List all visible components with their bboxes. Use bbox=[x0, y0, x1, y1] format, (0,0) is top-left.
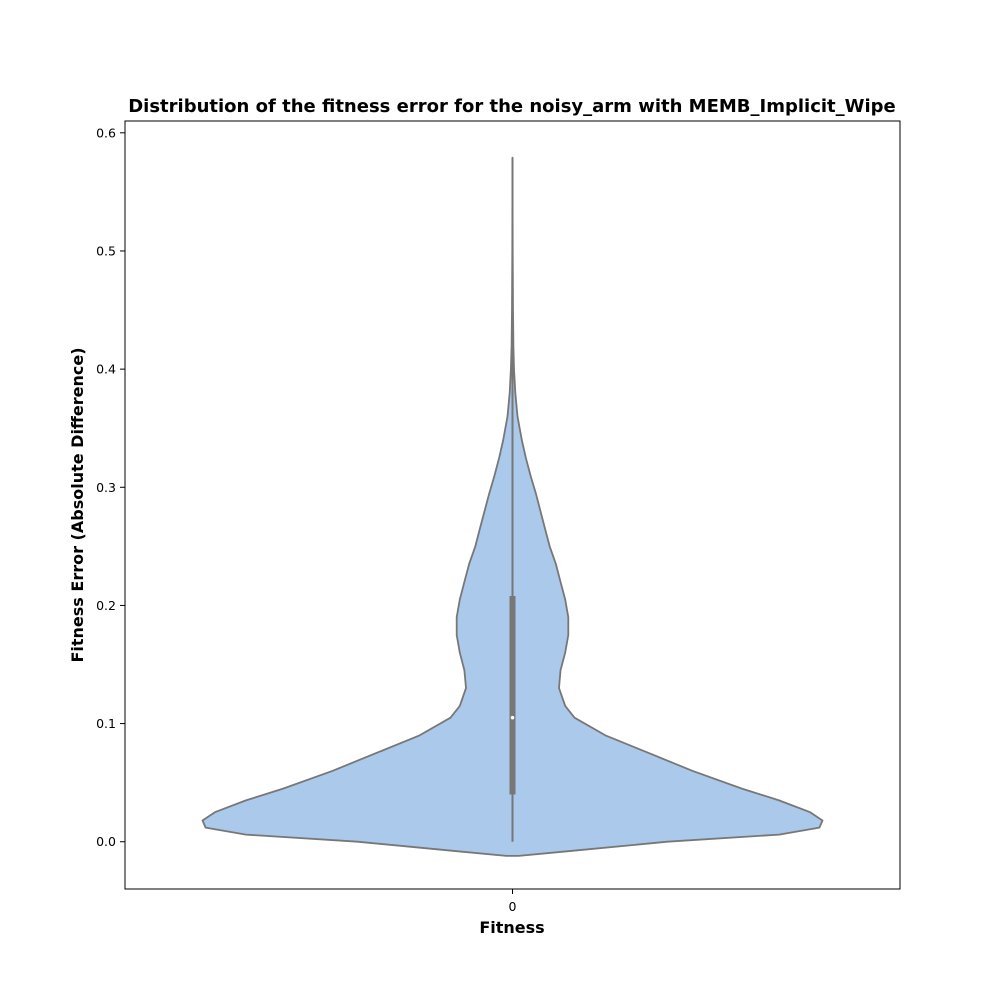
chart-title: Distribution of the fitness error for th… bbox=[128, 96, 896, 117]
y-tick-label: 0.5 bbox=[96, 243, 116, 258]
y-tick-label: 0.2 bbox=[96, 598, 116, 613]
y-axis-label: Fitness Error (Absolute Difference) bbox=[68, 347, 87, 662]
x-tick-label: 0 bbox=[509, 899, 517, 914]
y-tick-label: 0.3 bbox=[96, 480, 116, 495]
x-axis-label: Fitness bbox=[479, 918, 544, 937]
y-tick-label: 0.4 bbox=[96, 362, 116, 377]
y-tick-label: 0.1 bbox=[96, 716, 116, 731]
axes: 0.0 0.1 0.2 0.3 0.4 0.5 0.6 0 bbox=[96, 120, 901, 914]
median-point bbox=[510, 715, 515, 720]
plot-area bbox=[201, 156, 824, 857]
iqr-box bbox=[509, 595, 516, 795]
y-tick-label: 0.0 bbox=[96, 834, 116, 849]
y-tick-label: 0.6 bbox=[96, 125, 116, 140]
